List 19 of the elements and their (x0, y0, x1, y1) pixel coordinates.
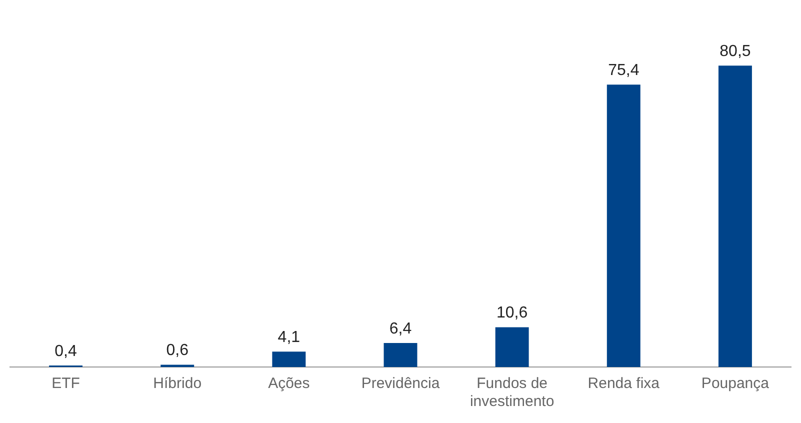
data-label: 0,6 (166, 342, 189, 360)
x-tick-label: Renda fixa (588, 375, 660, 392)
x-tick-label: Híbrido (153, 375, 202, 392)
x-tick-label: ETF (52, 375, 80, 392)
bar (606, 84, 640, 367)
data-label: 80,5 (720, 42, 751, 60)
bar (272, 352, 306, 367)
data-label: 6,4 (389, 320, 412, 338)
data-label: 10,6 (496, 304, 528, 322)
x-tick-label: Poupança (701, 375, 770, 392)
data-label: 0,4 (54, 342, 78, 360)
x-tick-label: Previdência (361, 375, 440, 392)
bar (718, 66, 752, 367)
bar (495, 327, 529, 367)
bar (384, 343, 418, 367)
data-label: 75,4 (608, 62, 640, 80)
x-tick-label: Ações (268, 375, 310, 392)
x-tick-label: Fundos de investimento (470, 375, 554, 410)
data-label: 4,1 (278, 329, 300, 346)
